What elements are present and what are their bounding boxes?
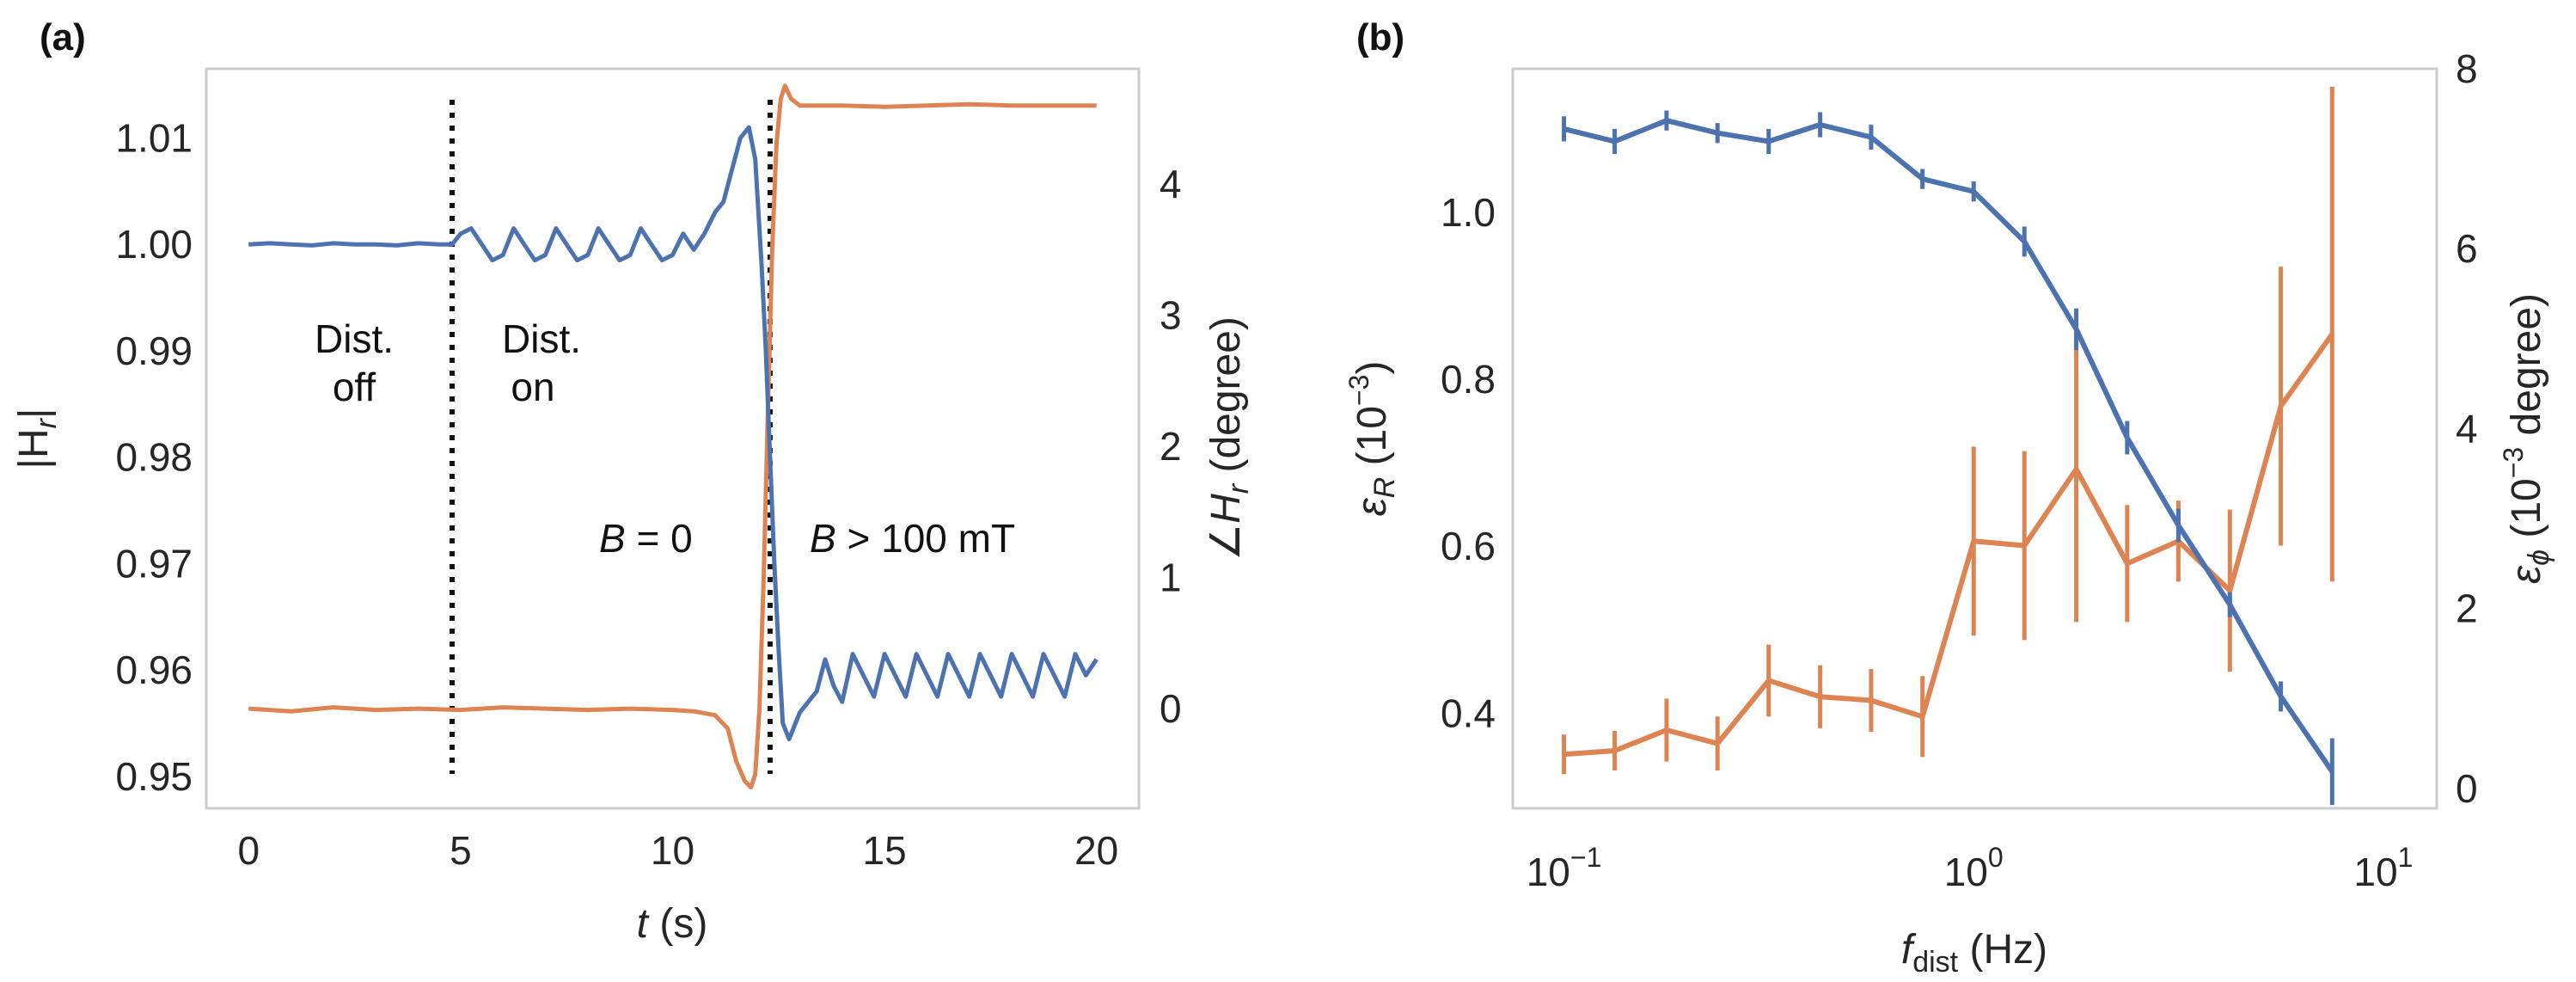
panel-b-y-left-label-var: ε — [1349, 497, 1395, 516]
panel-a-y-left-tick-label: 0.96 — [115, 648, 193, 692]
panel-a-y-left-tick-label: 1.01 — [115, 115, 193, 160]
panel-a-y-right-tick-label: 1 — [1160, 555, 1182, 600]
panel-a-x-tick-label: 0 — [238, 828, 260, 873]
panel-a-label: (a) — [40, 16, 86, 58]
panel-a-y-left-tick-label: 1.00 — [115, 222, 193, 267]
panel-a-magnitude-line — [248, 125, 1098, 742]
panel-a-y-left-label-sub: r — [30, 417, 63, 428]
panel-a: (a) 0 5 10 15 20 0.950.960.970.980.991.001.0… — [11, 16, 1255, 947]
panel-a-frame — [205, 67, 1141, 810]
panel-a-y-right-tick-label: 0 — [1160, 686, 1182, 731]
panel-b: (b) 10−1 100 101 0.4 0.6 0.8 1.0 0 2 4 6 8 fdist … — [1343, 16, 2555, 979]
panel-b-y-right-label-var: ε — [2504, 565, 2549, 584]
panel-a-y-right-tick-label: 4 — [1160, 162, 1182, 206]
panel-a-y-left-label: |Hr| — [11, 408, 63, 470]
panel-a-x-tick-label: 15 — [863, 828, 907, 873]
annotation-dist-on-1: Dist. — [502, 316, 581, 361]
panel-a-y-right-tick-label: 2 — [1160, 424, 1182, 469]
panel-a-x-label-var: t — [637, 901, 650, 947]
panel-b-y-left-label-unit: (10 — [1349, 406, 1395, 477]
panel-b-y-left-label: εR (10−3) — [1343, 361, 1401, 517]
annotation-b-high-rest: > 100 mT — [836, 516, 1015, 561]
panel-b-y-left-label-exp: −3 — [1343, 375, 1374, 406]
panel-b-frame — [1511, 67, 2438, 810]
panel-a-x-tick-label: 5 — [450, 828, 472, 873]
panel-a-x-ticks: 0 5 10 15 20 — [238, 828, 1119, 873]
panel-a-y-left-tick-label: 0.98 — [115, 435, 193, 480]
panel-b-magnitude-line — [1563, 118, 2334, 773]
panel-a-y-right-label-prefix: ∠H — [1203, 494, 1249, 561]
panel-b-y-left-tick-label: 1.0 — [1441, 190, 1496, 235]
panel-a-y-left-ticks: 0.95 0.96 0.97 0.98 0.99 1.00 1.01 — [115, 115, 193, 798]
panel-b-y-left-tick-label: 0.4 — [1441, 690, 1496, 735]
annotation-b-zero-var: B — [599, 516, 626, 561]
panel-b-x-tick-label: 10−1 — [1527, 842, 1602, 894]
panel-b-x-ticks: 10−1 100 101 — [1527, 842, 2414, 894]
panel-b-x-label-unit: (Hz) — [1958, 927, 2047, 973]
panel-a-y-right-ticks: 0 1 2 3 4 — [1160, 162, 1182, 731]
panel-a-y-left-tick-label: 0.97 — [115, 541, 193, 586]
panel-b-x-tick-label: 100 — [1944, 842, 2004, 894]
panel-a-y-left-tick-label: 0.95 — [115, 754, 193, 799]
panel-b-y-right-tick-label: 6 — [2456, 226, 2478, 271]
panel-a-y-right-label-sub: r — [1222, 482, 1255, 494]
panel-b-x-label-sub: dist — [1912, 946, 1958, 979]
panel-a-phase-line — [248, 83, 1097, 790]
panel-b-y-left-tick-label: 0.8 — [1441, 357, 1496, 402]
annotation-b-high: B > 100 mT — [810, 516, 1015, 561]
panel-a-x-tick-label: 10 — [651, 828, 694, 873]
annotation-b-zero: B = 0 — [599, 516, 693, 561]
panel-b-y-left-tick-label: 0.6 — [1441, 524, 1496, 568]
panel-a-y-right-label-unit: (degree) — [1203, 316, 1249, 484]
panel-b-y-left-label-sub: R — [1368, 477, 1401, 499]
panel-a-x-tick-label: 20 — [1074, 828, 1118, 873]
panel-a-x-label: t (s) — [637, 901, 708, 947]
panel-b-x-tick-label: 101 — [2353, 842, 2413, 894]
panel-b-y-right-tick-label: 2 — [2456, 586, 2478, 631]
panel-b-y-right-label-unit: (10 — [2504, 478, 2549, 549]
panel-b-x-label: fdist (Hz) — [1901, 927, 2047, 979]
panel-b-y-right-label-sub: ϕ — [2523, 549, 2555, 566]
panel-a-y-left-label-close: | — [11, 408, 57, 419]
panel-b-y-right-tick-label: 0 — [2456, 766, 2478, 811]
panel-a-y-left-tick-label: 0.99 — [115, 328, 193, 373]
annotation-dist-off-2: off — [333, 365, 376, 409]
annotation-dist-on-2: on — [511, 365, 554, 409]
panel-b-phase-line — [1563, 332, 2334, 758]
annotation-b-high-var: B — [810, 516, 836, 561]
panel-b-y-right-label-close: degree) — [2504, 293, 2549, 447]
panel-b-label: (b) — [1356, 16, 1404, 58]
panel-a-y-right-label: ∠Hr (degree) — [1203, 316, 1255, 561]
panel-b-y-right-label: εϕ (10−3 degree) — [2498, 293, 2555, 584]
panel-b-y-right-tick-label: 8 — [2456, 46, 2478, 91]
panel-b-y-left-label-close: ) — [1349, 361, 1395, 375]
panel-b-y-left-ticks: 0.4 0.6 0.8 1.0 — [1441, 190, 1496, 735]
panel-b-magnitude-series — [1562, 110, 2334, 806]
panel-a-x-label-unit: (s) — [648, 901, 707, 947]
panel-a-y-right-tick-label: 3 — [1160, 293, 1182, 338]
panel-b-y-right-tick-label: 4 — [2456, 406, 2478, 451]
panel-b-y-right-label-exp: −3 — [2498, 447, 2529, 478]
panel-b-y-right-ticks: 0 2 4 6 8 — [2456, 46, 2478, 811]
panel-a-y-left-label-open: |H — [11, 428, 57, 469]
panel-b-phase-series — [1562, 86, 2334, 775]
annotation-b-zero-rest: = 0 — [626, 516, 693, 561]
annotation-dist-off-1: Dist. — [315, 316, 394, 361]
